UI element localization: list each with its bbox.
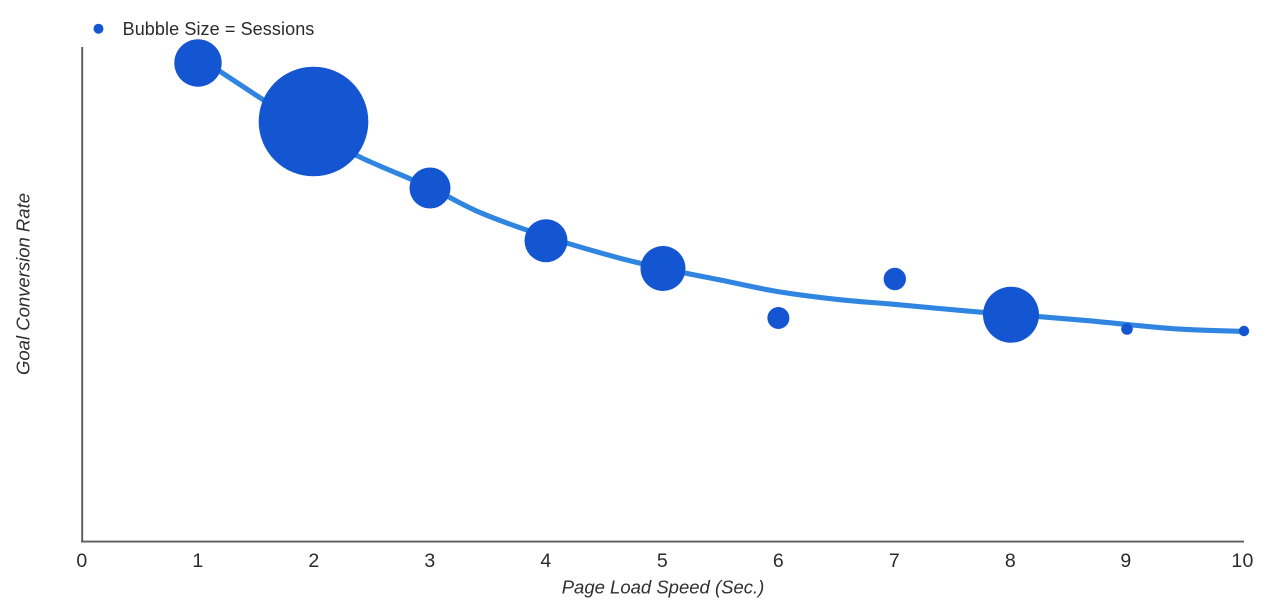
svg-text:Page Load Speed (Sec.): Page Load Speed (Sec.) bbox=[562, 577, 765, 598]
svg-text:Goal Conversion Rate: Goal Conversion Rate bbox=[13, 193, 34, 375]
svg-text:2: 2 bbox=[308, 550, 319, 572]
svg-text:9: 9 bbox=[1120, 550, 1131, 572]
svg-text:3: 3 bbox=[424, 550, 435, 572]
svg-text:4: 4 bbox=[540, 550, 551, 572]
svg-text:8: 8 bbox=[1005, 550, 1016, 572]
svg-text:0: 0 bbox=[76, 550, 87, 572]
svg-text:Bubble Size = Sessions: Bubble Size = Sessions bbox=[123, 19, 315, 39]
svg-text:5: 5 bbox=[657, 550, 668, 572]
svg-text:1: 1 bbox=[192, 550, 203, 572]
svg-text:7: 7 bbox=[889, 550, 900, 572]
svg-text:6: 6 bbox=[773, 550, 784, 572]
svg-text:10: 10 bbox=[1231, 550, 1253, 572]
